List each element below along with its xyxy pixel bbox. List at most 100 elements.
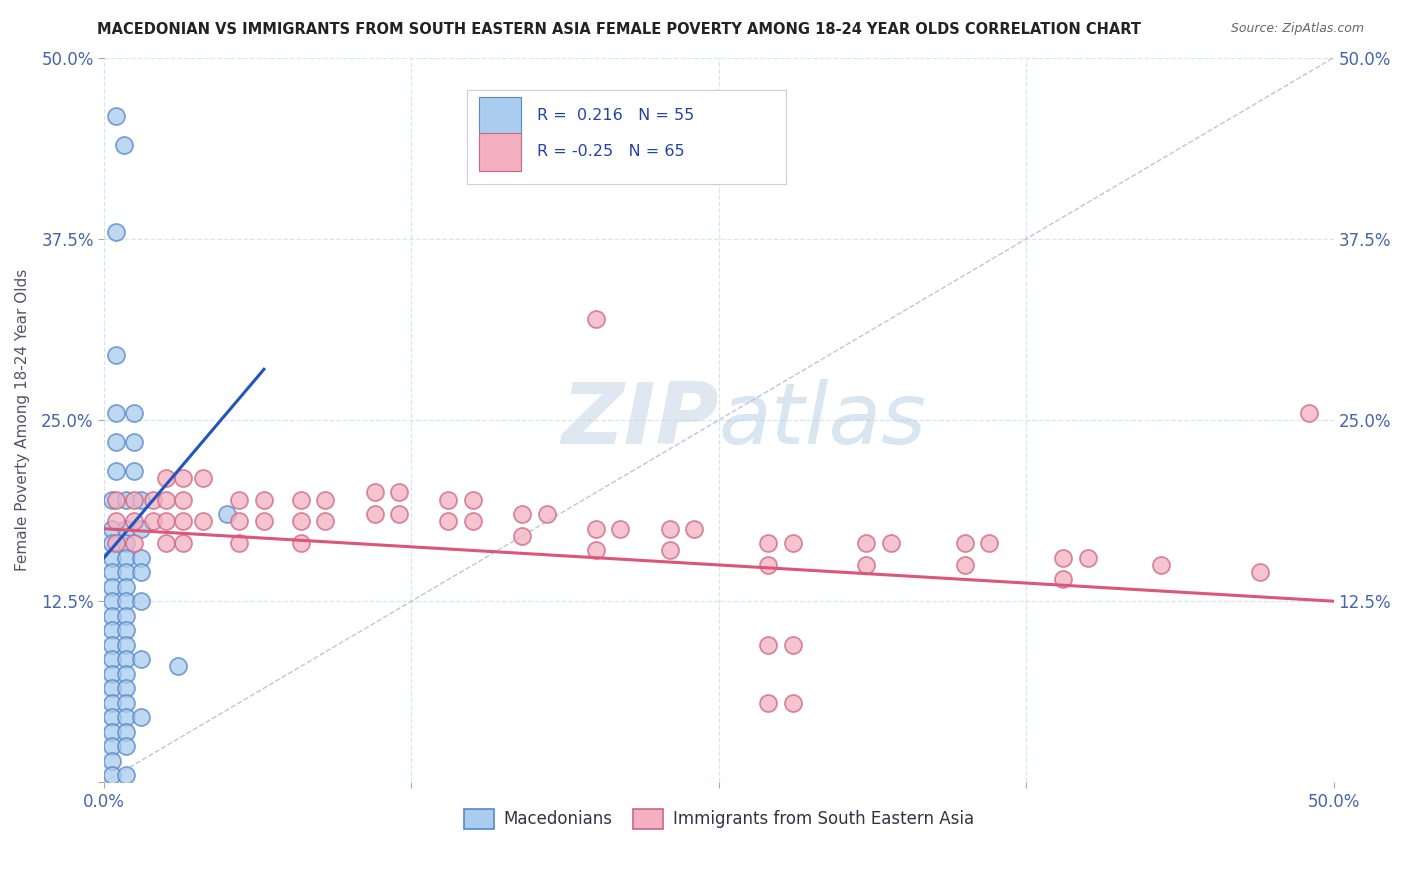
Point [105,464,128,478]
Point [129,522,152,536]
Point [155,471,177,485]
Point [100,492,122,507]
Point [461,515,484,529]
Point [1077,550,1099,565]
Point [100,666,122,681]
Point [115,739,138,753]
Point [585,311,607,326]
Point [105,515,128,529]
Point [172,492,194,507]
Point [112,137,135,152]
Point [290,515,312,529]
Point [683,522,706,536]
Point [100,652,122,666]
Point [658,543,681,558]
Point [437,515,460,529]
Point [388,485,411,500]
Y-axis label: Female Poverty Among 18-24 Year Olds: Female Poverty Among 18-24 Year Olds [15,268,30,571]
Point [782,536,804,550]
Point [290,536,312,550]
Point [756,638,779,652]
Point [100,623,122,637]
Point [782,696,804,710]
Point [100,681,122,695]
Point [100,724,122,739]
Point [115,696,138,710]
Point [1052,550,1074,565]
Point [100,768,122,782]
Point [510,507,533,521]
Point [105,109,128,123]
Point [191,471,214,485]
Point [115,522,138,536]
Point [105,225,128,239]
Point [115,550,138,565]
Point [122,406,145,420]
Point [100,696,122,710]
Point [115,710,138,724]
Point [115,580,138,594]
Point [115,724,138,739]
Point [314,515,336,529]
Point [115,638,138,652]
Point [953,558,976,572]
Point [855,536,877,550]
Point [1150,558,1173,572]
Point [1052,573,1074,587]
Point [105,348,128,362]
Point [100,638,122,652]
Point [100,754,122,768]
Point [172,471,194,485]
Point [122,536,145,550]
Point [979,536,1001,550]
Point [155,492,177,507]
Point [191,515,214,529]
Point [122,464,145,478]
Point [115,652,138,666]
Point [167,659,190,673]
Point [142,515,165,529]
Point [290,492,312,507]
Text: atlas: atlas [718,378,927,461]
Point [122,515,145,529]
Point [122,434,145,449]
Point [172,515,194,529]
Point [782,638,804,652]
Point [756,558,779,572]
FancyBboxPatch shape [467,90,786,185]
Point [756,536,779,550]
Point [461,492,484,507]
Text: ZIP: ZIP [561,378,718,461]
Point [129,652,152,666]
Point [658,522,681,536]
Point [100,594,122,608]
Point [437,492,460,507]
Point [115,608,138,623]
Text: Source: ZipAtlas.com: Source: ZipAtlas.com [1230,22,1364,36]
Point [100,710,122,724]
Point [100,580,122,594]
Point [510,529,533,543]
Point [100,739,122,753]
Point [129,594,152,608]
Point [100,522,122,536]
Point [115,768,138,782]
Point [155,515,177,529]
Point [100,565,122,579]
Point [115,565,138,579]
Point [1249,565,1271,579]
Point [100,550,122,565]
Text: R =  0.216   N = 55: R = 0.216 N = 55 [537,108,695,123]
Point [129,710,152,724]
Point [100,608,122,623]
FancyBboxPatch shape [479,133,520,170]
Point [253,492,276,507]
Point [536,507,558,521]
Text: MACEDONIAN VS IMMIGRANTS FROM SOUTH EASTERN ASIA FEMALE POVERTY AMONG 18-24 YEAR: MACEDONIAN VS IMMIGRANTS FROM SOUTH EAST… [97,22,1140,37]
Point [228,492,250,507]
Point [155,536,177,550]
Legend: Macedonians, Immigrants from South Eastern Asia: Macedonians, Immigrants from South Easte… [457,802,980,836]
Point [585,543,607,558]
Point [142,492,165,507]
Point [129,565,152,579]
